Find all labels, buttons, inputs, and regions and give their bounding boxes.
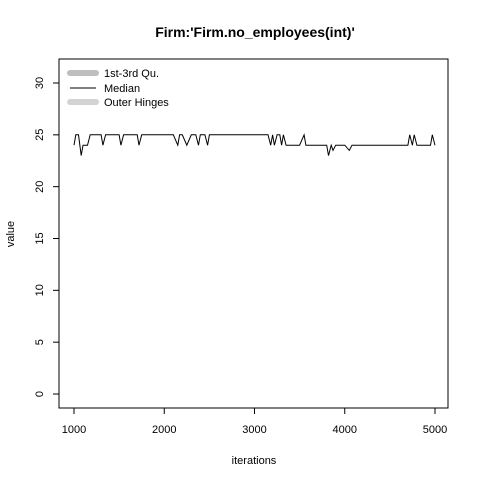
legend: 1st-3rd Qu. Median Outer Hinges <box>67 68 169 109</box>
x-tick-label: 1000 <box>62 424 86 436</box>
y-tick-label: 25 <box>34 129 46 141</box>
legend-label-median: Median <box>104 83 140 95</box>
x-tick-label: 5000 <box>423 424 447 436</box>
x-tick-label: 4000 <box>333 424 357 436</box>
y-tick-label: 30 <box>34 77 46 89</box>
chart-title: Firm:'Firm.no_employees(int)' <box>155 24 355 40</box>
y-tick-label: 20 <box>34 181 46 193</box>
x-tick-label: 2000 <box>152 424 176 436</box>
x-axis-label: iterations <box>232 455 277 467</box>
legend-label-hinges: Outer Hinges <box>104 97 169 109</box>
y-axis-label: value <box>5 221 17 247</box>
y-axis: 0 5 10 15 20 25 30 <box>34 77 60 397</box>
x-tick-label: 3000 <box>242 424 266 436</box>
median-line <box>73 133 436 156</box>
y-tick-label: 0 <box>34 391 46 397</box>
y-tick-label: 15 <box>34 232 46 244</box>
plot-area <box>73 133 436 156</box>
plot-frame <box>58 58 449 409</box>
y-tick-label: 5 <box>34 339 46 345</box>
legend-label-quartile: 1st-3rd Qu. <box>104 68 159 80</box>
y-tick-label: 10 <box>34 284 46 296</box>
x-axis: 1000 2000 3000 4000 5000 <box>62 407 447 436</box>
